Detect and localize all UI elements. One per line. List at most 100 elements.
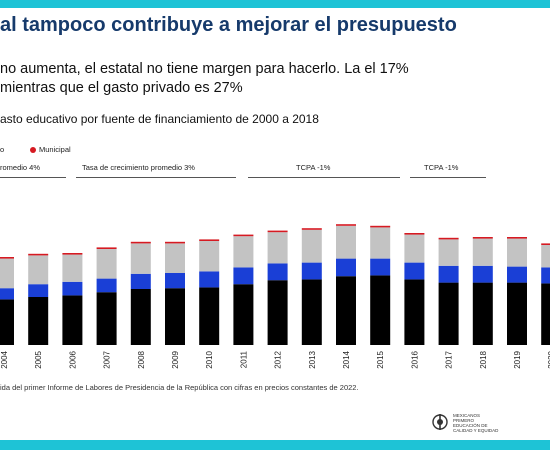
- bar-segment-private-2015: [370, 275, 391, 345]
- bar-segment-private-2019: [507, 282, 527, 345]
- bar-segment-state-2013: [301, 229, 322, 263]
- x-tick-label-2017: 2017: [445, 350, 454, 368]
- bar-segment-state-2012: [267, 232, 288, 264]
- bar-segment-municipal-2004: [0, 257, 14, 259]
- period-label-4: TCPA -1%: [424, 163, 459, 172]
- bar-segment-private-2005: [28, 297, 49, 345]
- bar-segment-state-2020: [541, 245, 550, 268]
- bar-segment-state-2014: [336, 225, 356, 259]
- x-tick-label-2008: 2008: [137, 350, 146, 368]
- x-tick-label-2004: 2004: [0, 350, 9, 368]
- bar-segment-state-2018: [472, 238, 493, 266]
- bar-segment-state-2006: [62, 254, 83, 282]
- bar-segment-private-2012: [267, 280, 288, 345]
- x-tick-label-2011: 2011: [239, 350, 248, 368]
- x-tick-label-2019: 2019: [513, 350, 522, 368]
- bar-segment-private-2009: [165, 288, 185, 345]
- bar-segment-state-2017: [438, 239, 459, 266]
- bar-segment-state-2007: [96, 249, 117, 279]
- bar-segment-municipal-2017: [438, 237, 459, 240]
- x-tick-label-2012: 2012: [274, 350, 283, 368]
- bar-segment-federal-2012: [267, 263, 288, 281]
- bar-segment-state-2016: [404, 234, 425, 263]
- bar-segment-municipal-2018: [472, 237, 493, 239]
- bar-segment-federal-2009: [165, 273, 185, 289]
- bar-segment-municipal-2015: [370, 225, 391, 228]
- bar-segment-state-2010: [199, 241, 220, 272]
- bar-segment-federal-2016: [404, 262, 425, 280]
- bar-segment-state-2019: [507, 238, 527, 267]
- legend-item-blue: o: [0, 145, 4, 154]
- x-tick-label-2014: 2014: [342, 350, 351, 368]
- legend-label-blue: o: [0, 145, 5, 154]
- x-tick-label-2018: 2018: [479, 350, 488, 368]
- bar-segment-federal-2011: [233, 267, 254, 285]
- x-tick-label-2010: 2010: [205, 350, 214, 368]
- bar-segment-federal-2017: [438, 265, 459, 283]
- top-accent-bar: [0, 0, 550, 8]
- stacked-bar-chart: 2004 2005 2006 2007 2008 2009 2010 2011 2012 2013…: [0, 224, 550, 369]
- bar-segment-federal-2019: [507, 266, 527, 283]
- bar-segment-private-2016: [404, 279, 425, 345]
- bar-segment-private-2018: [472, 282, 493, 345]
- source-note: ida del primer Informe de Labores de Pre…: [0, 383, 359, 392]
- period-line-1: [0, 177, 66, 178]
- x-tick-label-2016: 2016: [410, 350, 419, 368]
- logo-text-line-1: MEXICANOS: [453, 413, 481, 418]
- bar-segment-municipal-2011: [233, 234, 254, 237]
- bar-segment-federal-2005: [28, 284, 49, 297]
- bar-segment-state-2008: [130, 243, 151, 274]
- x-tick-label-2006: 2006: [68, 350, 77, 368]
- period-label-3: TCPA -1%: [296, 163, 331, 172]
- logo-text-line-4: CALIDAD Y EQUIDAD: [453, 428, 499, 433]
- x-tick-label-2007: 2007: [103, 350, 112, 368]
- x-tick-label-2009: 2009: [171, 350, 180, 368]
- bottom-accent-bar: [0, 440, 550, 450]
- slide-title: al tampoco contribuye a mejorar el presu…: [0, 14, 457, 36]
- bar-segment-state-2004: [0, 258, 14, 289]
- bar-segment-municipal-2019: [507, 237, 527, 239]
- organization-logo: MEXICANOS PRIMERO EDUCACIÓN DE CALIDAD Y…: [432, 413, 512, 433]
- bar-segment-state-2011: [233, 236, 254, 268]
- x-tick-label-2020: 2020: [547, 350, 550, 368]
- x-tick-label-2015: 2015: [376, 350, 385, 368]
- logo-text-line-3: EDUCACIÓN DE: [453, 423, 488, 428]
- period-label-2: Tasa de crecimiento promedio 3%: [82, 163, 195, 172]
- bar-segment-municipal-2007: [96, 247, 117, 249]
- period-line-2: [76, 177, 236, 178]
- legend-swatch-municipal: [30, 147, 36, 153]
- logo-text-line-2: PRIMERO: [453, 418, 475, 423]
- bar-segment-federal-2014: [336, 258, 356, 277]
- period-label-1: romedio 4%: [0, 163, 41, 172]
- bar-segment-federal-2010: [199, 271, 220, 288]
- bar-segment-municipal-2008: [130, 241, 151, 244]
- bar-segment-federal-2020: [541, 267, 550, 284]
- bar-segment-federal-2008: [130, 273, 151, 289]
- bar-segment-federal-2007: [96, 278, 117, 293]
- bar-segment-municipal-2006: [62, 253, 83, 255]
- bar-segment-private-2013: [301, 279, 322, 345]
- bar-segment-private-2020: [541, 283, 550, 345]
- bar-segment-federal-2004: [0, 288, 14, 300]
- bar-segment-municipal-2013: [301, 228, 322, 230]
- bar-segment-municipal-2014: [336, 224, 356, 226]
- bar-segment-federal-2006: [62, 281, 83, 296]
- bar-segment-private-2008: [130, 289, 151, 345]
- bar-segment-federal-2018: [472, 265, 493, 283]
- slide-subtitle: no aumenta, el estatal no tiene margen p…: [0, 61, 409, 96]
- x-tick-label-2013: 2013: [308, 350, 317, 368]
- legend-label-municipal: Municipal: [39, 145, 71, 154]
- bar-segment-federal-2013: [301, 262, 322, 280]
- bar-segment-municipal-2005: [28, 253, 49, 256]
- bar-segment-federal-2015: [370, 258, 391, 276]
- bar-segment-private-2014: [336, 276, 356, 345]
- bar-segment-private-2011: [233, 284, 254, 345]
- chart-title: asto educativo por fuente de financiamie…: [0, 112, 319, 126]
- bar-segment-private-2004: [0, 299, 14, 345]
- bar-segment-municipal-2012: [267, 230, 288, 233]
- bar-segment-private-2007: [96, 292, 117, 345]
- bar-segment-municipal-2020: [541, 243, 550, 245]
- bar-segment-private-2006: [62, 295, 83, 345]
- bar-segment-state-2009: [165, 243, 185, 273]
- period-line-3: [248, 177, 400, 178]
